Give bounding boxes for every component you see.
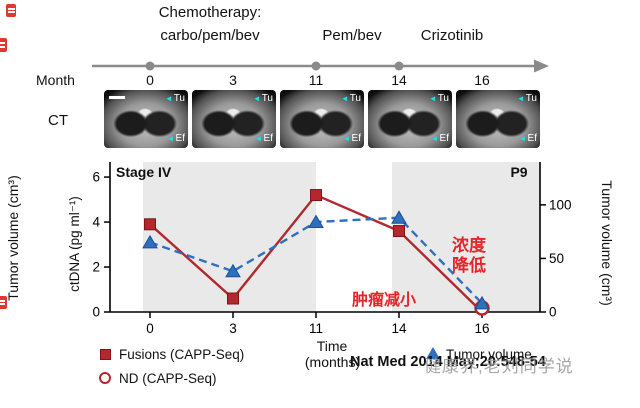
tumor-label: ◄Tu xyxy=(516,93,537,104)
svg-text:0: 0 xyxy=(146,321,154,336)
effusion-label: ◄Ef xyxy=(254,133,273,144)
right-axis-label: Tumor volume (cm³) xyxy=(599,180,615,306)
ct-scale-bar xyxy=(109,96,125,99)
cyan-arrow-icon: ◄ xyxy=(430,134,439,143)
effusion-label: ◄Ef xyxy=(342,133,361,144)
source-watermark: 健康界,老刘同学说 xyxy=(424,357,574,376)
cyan-arrow-icon: ◄ xyxy=(428,94,437,103)
tumor-label: ◄Tu xyxy=(164,93,185,104)
cyan-arrow-icon: ◄ xyxy=(516,94,525,103)
cyan-arrow-icon: ◄ xyxy=(254,134,263,143)
month-tick-14: 14 xyxy=(391,72,407,88)
month-tick-11: 11 xyxy=(308,72,324,88)
svg-text:3: 3 xyxy=(229,321,237,336)
tumor-label: ◄Tu xyxy=(428,93,449,104)
effusion-label: ◄Ef xyxy=(518,133,537,144)
concentration-drop-annotation: 浓度降低 xyxy=(452,236,486,275)
svg-text:0: 0 xyxy=(549,305,557,320)
svg-text:2: 2 xyxy=(92,260,100,275)
month-tick-0: 0 xyxy=(146,72,154,88)
svg-text:4: 4 xyxy=(92,215,100,230)
phase-carbo-pem-bev: carbo/pem/bev xyxy=(160,27,260,44)
legend-fusions-label: Fusions (CAPP-Seq) xyxy=(119,347,245,362)
tumor-label: ◄Tu xyxy=(252,93,273,104)
svg-text:50: 50 xyxy=(549,251,564,266)
cyan-arrow-icon: ◄ xyxy=(340,94,349,103)
effusion-label: ◄Ef xyxy=(166,133,185,144)
svg-text:6: 6 xyxy=(92,170,100,185)
patient-annotation: P9 xyxy=(510,164,528,180)
svg-text:16: 16 xyxy=(474,321,489,336)
month-tick-16: 16 xyxy=(474,72,490,88)
ct-scan-month-14: ◄Tu ◄Ef xyxy=(368,90,452,148)
red-watermark-mark-left-upper xyxy=(0,38,7,52)
legend-nd-label: ND (CAPP-Seq) xyxy=(119,371,217,386)
effusion-label: ◄Ef xyxy=(430,133,449,144)
stage-annotation: Stage IV xyxy=(116,164,172,180)
left-outer-axis-label: Tumor volume (cm³) xyxy=(5,175,21,301)
svg-text:14: 14 xyxy=(391,321,407,336)
legend-tumor-volume-marker xyxy=(426,347,440,359)
citation: Nat Med 2014 May;20:548-54 xyxy=(350,354,546,370)
ct-scan-month-16: ◄Tu ◄Ef xyxy=(456,90,540,148)
ct-scan-month-11: ◄Tu ◄Ef xyxy=(280,90,364,148)
time-axis-label-line2: (months) xyxy=(304,354,361,370)
chemotherapy-title: Chemotherapy: xyxy=(158,4,262,21)
month-row-label: Month xyxy=(36,72,75,88)
legend-nd-marker xyxy=(99,372,111,384)
red-watermark-mark-top xyxy=(6,4,16,17)
svg-text:0: 0 xyxy=(92,305,100,320)
legend-fusions-marker xyxy=(100,349,111,360)
cyan-arrow-icon: ◄ xyxy=(518,134,527,143)
phase-pem-bev: Pem/bev xyxy=(322,27,382,44)
cyan-arrow-icon: ◄ xyxy=(166,134,175,143)
ct-row-label: CT xyxy=(48,112,68,129)
svg-text:11: 11 xyxy=(309,321,323,336)
tumor-label: ◄Tu xyxy=(340,93,361,104)
red-watermark-mark-left-lower xyxy=(0,296,7,309)
cyan-arrow-icon: ◄ xyxy=(252,94,261,103)
legend-tumor-volume-label: Tumor volume xyxy=(446,347,532,362)
phase-crizotinib: Crizotinib xyxy=(420,27,484,44)
ct-scan-month-0: ◄Tu ◄Ef xyxy=(104,90,188,148)
tumor-shrink-annotation: 肿瘤减小 xyxy=(352,292,417,309)
time-axis-label-line1: Time xyxy=(316,338,348,354)
cyan-arrow-icon: ◄ xyxy=(164,94,173,103)
svg-text:100: 100 xyxy=(549,197,572,212)
ctdna-axis-label: ctDNA (pg ml⁻¹) xyxy=(67,196,82,292)
month-tick-3: 3 xyxy=(229,72,237,88)
cyan-arrow-icon: ◄ xyxy=(342,134,351,143)
ct-scan-month-3: ◄Tu ◄Ef xyxy=(192,90,276,148)
